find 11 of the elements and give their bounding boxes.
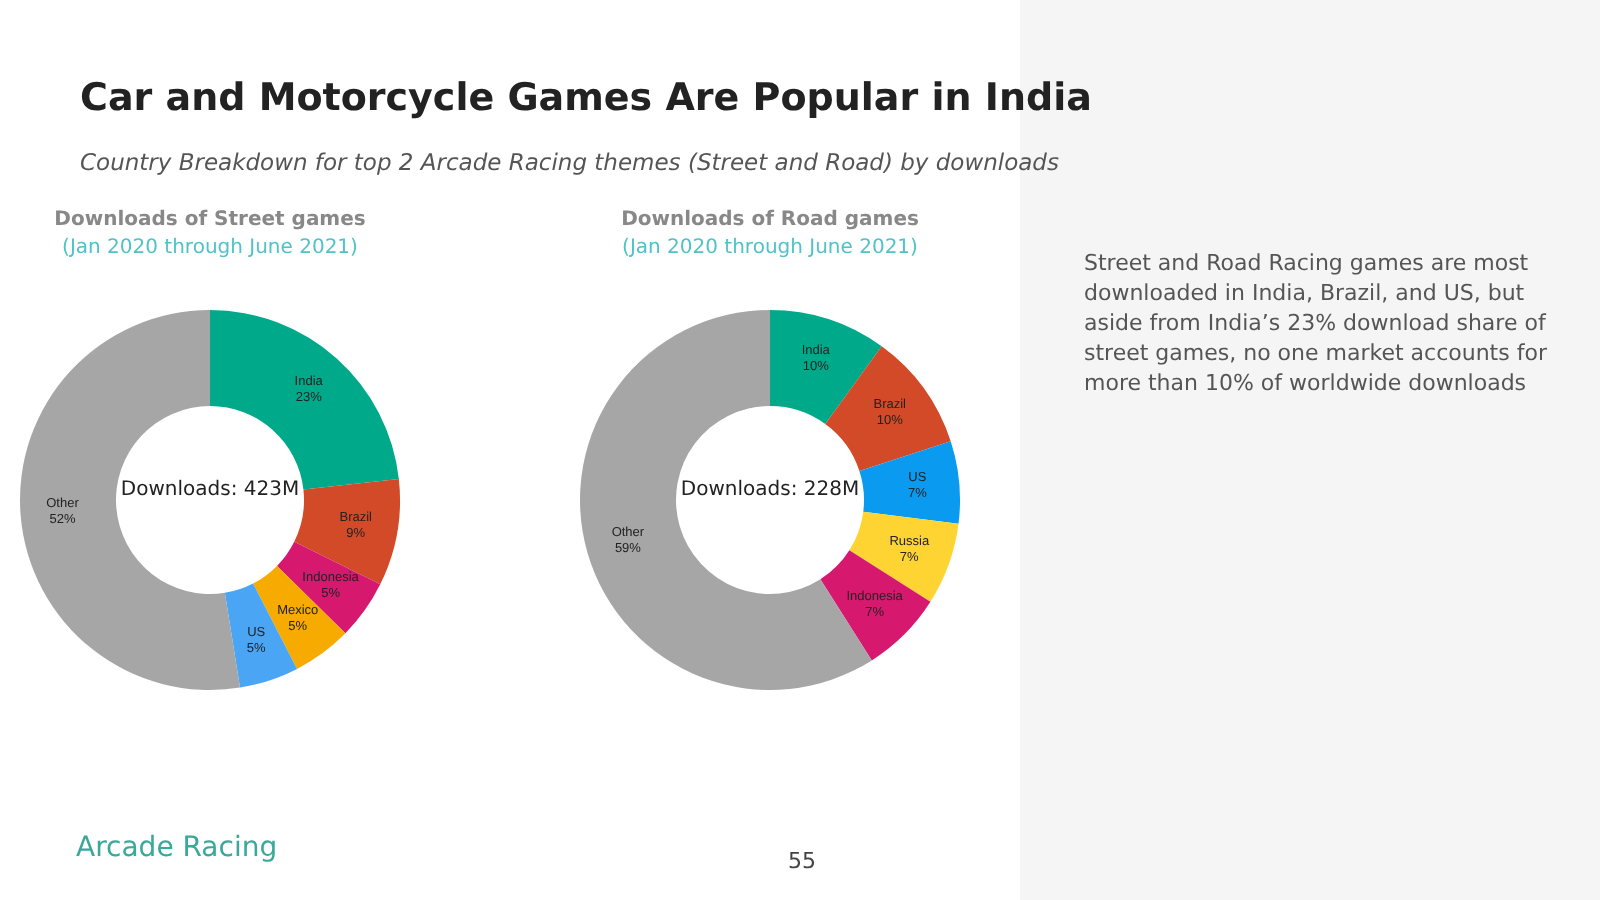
chart-title: Downloads of Street games bbox=[54, 209, 366, 231]
chart-subtitle: (Jan 2020 through June 2021) bbox=[622, 237, 919, 259]
text: Downloads: 228M bbox=[680, 479, 860, 501]
text: Arcade Racing bbox=[76, 832, 278, 864]
chart-subtitle: (Jan 2020 through June 2021) bbox=[62, 237, 359, 259]
text: Country Breakdown for top 2 Arcade Racing themes (Street and Road) by downloads bbox=[80, 148, 1059, 176]
text: 55 bbox=[788, 848, 816, 874]
text: Downloads: 423M bbox=[120, 479, 300, 501]
text: Car and Motorcycle Games Are Popular in India bbox=[80, 76, 1092, 120]
text: Street and Road Racing games are most downloaded in India, Brazil, and US, but aside from India’s 23% download share of street games, no one market accounts for more than 10% of worldwide downloads bbox=[1084, 248, 1549, 398]
chart-title: Downloads of Road games bbox=[621, 209, 919, 231]
